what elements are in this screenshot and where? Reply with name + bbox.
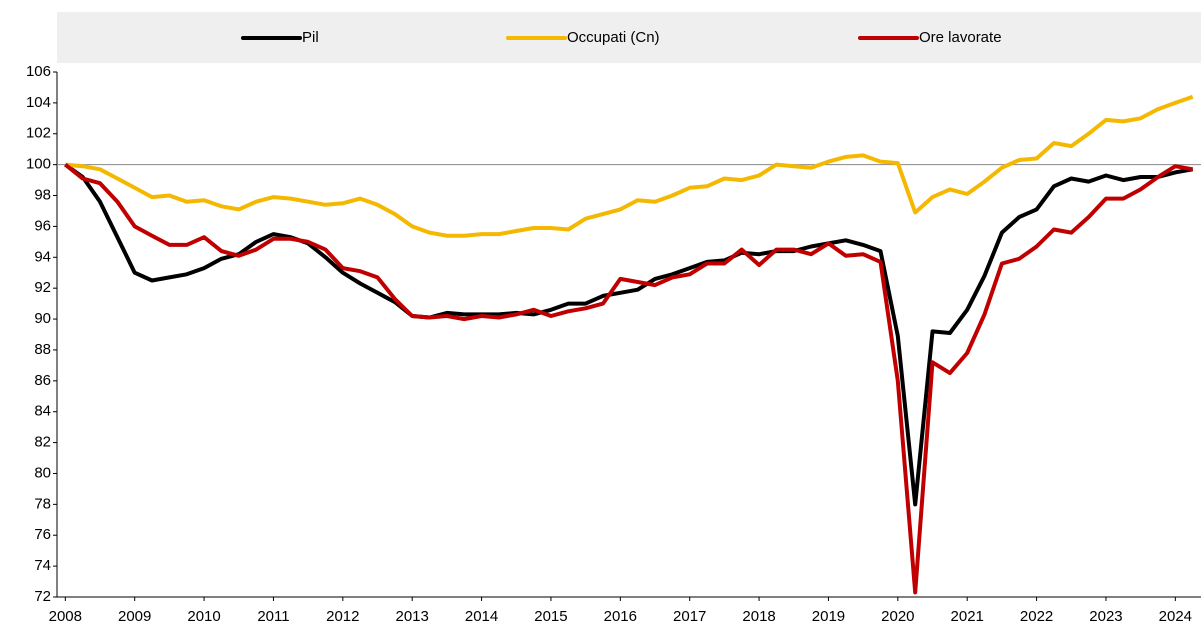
x-tick-label: 2008	[49, 608, 82, 625]
x-tick-label: 2022	[1020, 608, 1053, 625]
series-line	[64, 162, 1194, 507]
x-tick-label: 2013	[396, 608, 429, 625]
x-tick-label: 2010	[187, 608, 220, 625]
x-tick-label: 2011	[257, 608, 289, 625]
y-tick-label: 100	[26, 156, 51, 173]
x-tick-label: 2024	[1159, 608, 1192, 625]
x-tick-label: 2019	[812, 608, 845, 625]
legend-label: Ore lavorate	[919, 29, 1002, 46]
x-tick-label: 2020	[881, 608, 914, 625]
y-tick-label: 76	[34, 526, 51, 543]
y-tick-label: 90	[34, 310, 51, 327]
x-tick-label: 2012	[326, 608, 359, 625]
legend-label: Pil	[302, 29, 319, 46]
y-tick-label: 96	[34, 217, 51, 234]
y-tick-label: 78	[34, 495, 51, 512]
y-tick-label: 106	[26, 63, 51, 80]
x-tick-label: 2015	[534, 608, 567, 625]
y-tick-label: 98	[34, 186, 51, 203]
y-tick-label: 92	[34, 279, 51, 296]
x-tick-label: 2021	[951, 608, 984, 625]
y-tick-label: 74	[34, 557, 51, 574]
x-tick-label: 2018	[742, 608, 775, 625]
y-tick-label: 80	[34, 464, 51, 481]
y-tick-label: 102	[26, 125, 51, 142]
y-tick-label: 72	[34, 588, 51, 605]
y-tick-label: 82	[34, 434, 51, 451]
y-tick-label: 94	[34, 248, 51, 265]
y-tick-label: 84	[34, 403, 51, 420]
series-line	[64, 163, 1194, 595]
legend-label: Occupati (Cn)	[567, 29, 660, 46]
y-tick-label: 88	[34, 341, 51, 358]
x-tick-label: 2009	[118, 608, 151, 625]
x-tick-label: 2023	[1089, 608, 1122, 625]
x-tick-label: 2014	[465, 608, 498, 625]
series-line	[65, 94, 1194, 238]
y-tick-label: 86	[34, 372, 51, 389]
x-tick-label: 2017	[673, 608, 706, 625]
y-tick-label: 104	[26, 94, 51, 111]
x-tick-label: 2016	[604, 608, 637, 625]
